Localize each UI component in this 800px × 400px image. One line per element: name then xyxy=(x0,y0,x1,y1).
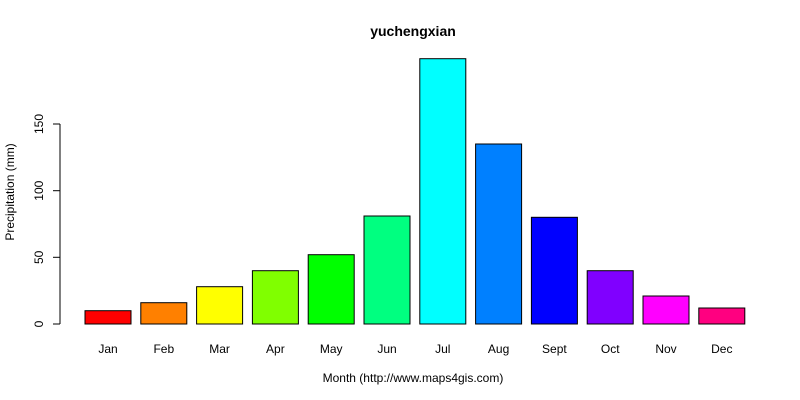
y-tick-label-100: 100 xyxy=(32,180,46,200)
y-tick-label-150: 150 xyxy=(32,114,46,134)
x-tick-label-dec: Dec xyxy=(711,342,732,356)
bar-oct xyxy=(586,270,634,325)
x-tick-label-jun: Jun xyxy=(377,342,396,356)
bar-jun xyxy=(363,215,411,325)
y-tick-label-50: 50 xyxy=(32,250,46,264)
x-axis-tick-labels: Jan Feb Mar Apr May Jun Jul Aug Sept Oct Nov Dec xyxy=(98,342,732,356)
bar-jan xyxy=(84,310,132,325)
x-tick-label-oct: Oct xyxy=(601,342,620,356)
bar-dec xyxy=(698,307,746,325)
x-tick-label-jul: Jul xyxy=(435,342,450,356)
x-tick-label-jan: Jan xyxy=(98,342,117,356)
bar-sept xyxy=(530,216,578,325)
bar-mar xyxy=(196,286,244,325)
bar-aug xyxy=(475,143,523,325)
x-tick-label-apr: Apr xyxy=(266,342,285,356)
x-tick-label-sept: Sept xyxy=(542,342,567,356)
x-tick-label-mar: Mar xyxy=(209,342,230,356)
x-axis-label: Month (http://www.maps4gis.com) xyxy=(323,371,504,385)
bars-group xyxy=(84,58,746,325)
bar-may xyxy=(307,254,355,325)
y-axis: 0 50 100 150 xyxy=(32,114,61,327)
x-tick-label-aug: Aug xyxy=(488,342,509,356)
x-tick-label-nov: Nov xyxy=(655,342,676,356)
x-tick-label-feb: Feb xyxy=(153,342,174,356)
y-axis-ticks: 0 50 100 150 xyxy=(32,114,60,327)
x-tick-label-may: May xyxy=(320,342,343,356)
y-axis-label: Precipitation (mm) xyxy=(3,143,17,240)
bar-apr xyxy=(251,270,299,325)
chart-title: yuchengxian xyxy=(370,23,456,39)
bar-feb xyxy=(140,302,188,325)
bar-nov xyxy=(642,295,690,325)
y-tick-label-0: 0 xyxy=(32,320,46,327)
bar-jul xyxy=(419,58,467,325)
